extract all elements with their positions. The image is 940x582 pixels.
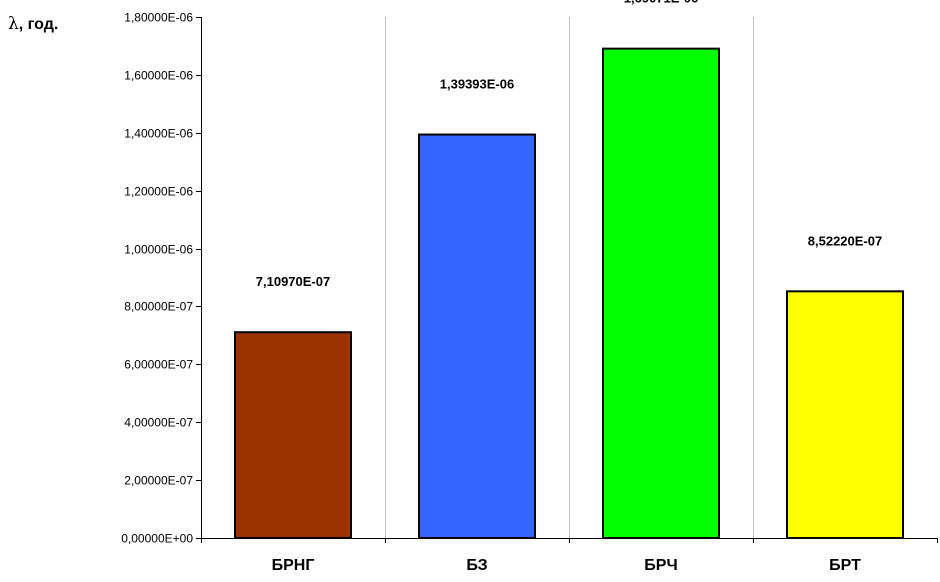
category-label: БЗ xyxy=(466,557,487,574)
category-label: БРНГ xyxy=(272,557,315,574)
bar xyxy=(602,47,720,539)
y-tick-label: 6,00000E-07 xyxy=(124,358,193,372)
y-axis-title: λ, год. xyxy=(8,14,58,34)
bar xyxy=(418,133,536,539)
category-label: БРТ xyxy=(829,557,861,574)
y-tick-label: 0,00000E+00 xyxy=(121,532,193,546)
data-label: 7,10970E-07 xyxy=(256,274,330,289)
y-tick-label: 1,40000E-06 xyxy=(124,127,193,141)
y-tick-label: 1,00000E-06 xyxy=(124,243,193,257)
y-tick-label: 4,00000E-07 xyxy=(124,416,193,430)
category-label: БРЧ xyxy=(644,557,677,574)
y-axis-title-text: , год. xyxy=(18,16,59,33)
y-tick-label: 1,80000E-06 xyxy=(124,11,193,25)
bar xyxy=(234,331,352,539)
lambda-symbol: λ xyxy=(8,14,19,34)
y-tick-label: 1,60000E-06 xyxy=(124,69,193,83)
data-label: 1,69071E-06 xyxy=(624,0,698,6)
data-label: 1,39393E-06 xyxy=(440,77,514,92)
bar xyxy=(786,290,904,539)
y-tick-label: 8,00000E-07 xyxy=(124,300,193,314)
y-tick-label: 1,20000E-06 xyxy=(124,185,193,199)
y-tick-label: 2,00000E-07 xyxy=(124,474,193,488)
data-label: 8,52220E-07 xyxy=(808,233,882,248)
